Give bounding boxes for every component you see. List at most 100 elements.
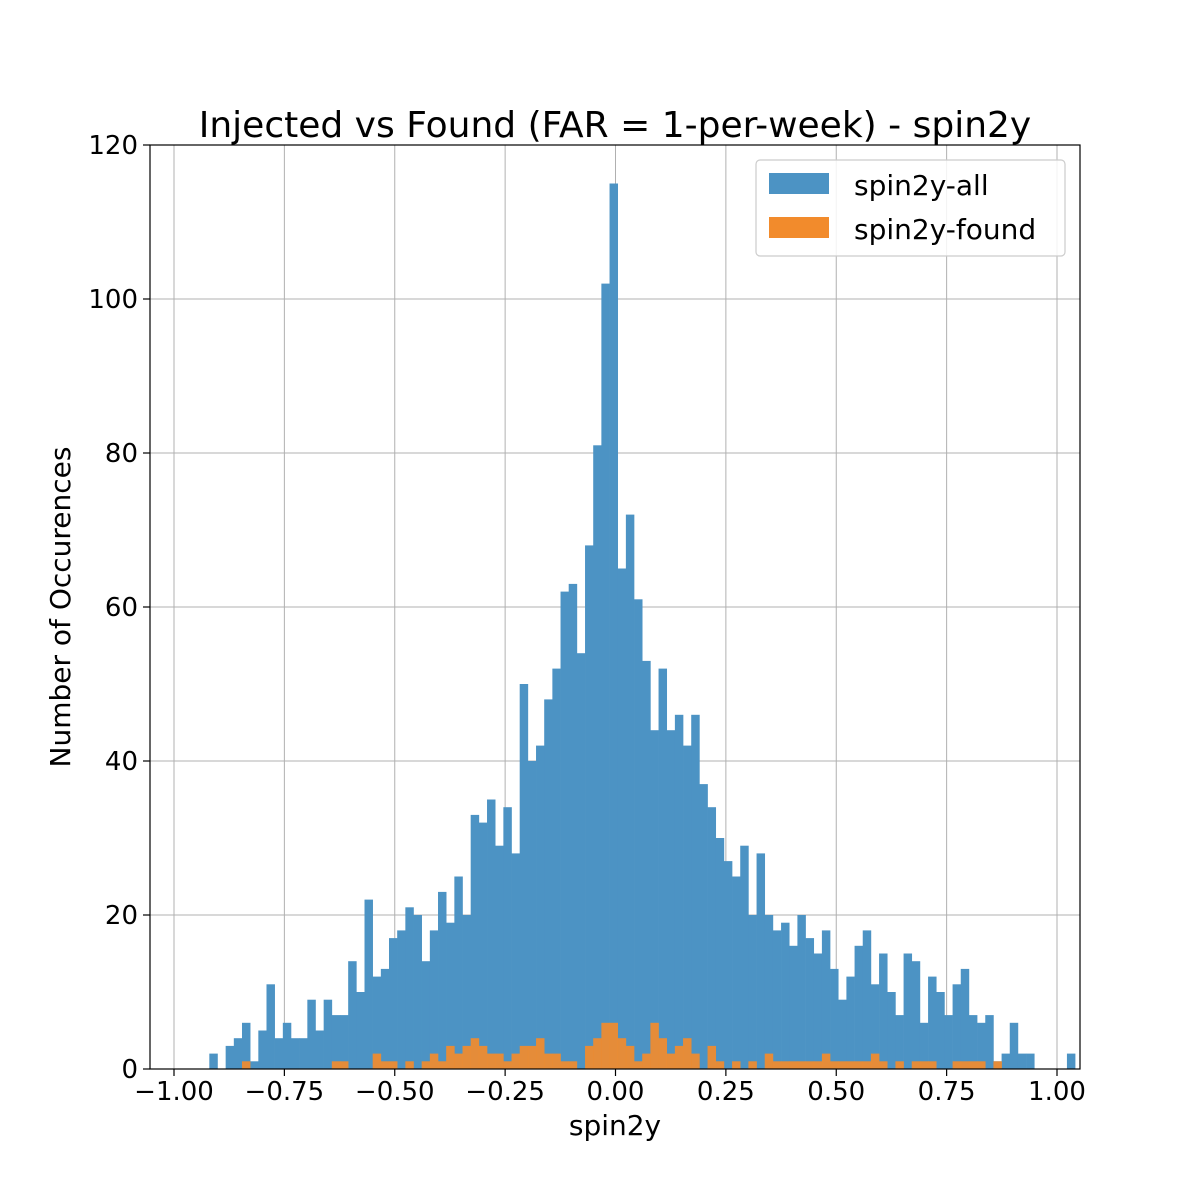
bar-all <box>707 807 717 1069</box>
series-found-bars <box>241 1022 1002 1069</box>
bar-all <box>274 1038 284 1069</box>
bar-all <box>854 945 864 1069</box>
bar-all <box>429 930 439 1069</box>
bar-all <box>968 1015 978 1069</box>
x-axis-label: spin2y <box>569 1109 661 1142</box>
bar-all <box>299 1038 308 1069</box>
bar-all <box>503 807 512 1069</box>
bar-found <box>781 1061 790 1069</box>
legend: spin2y-all spin2y-found <box>755 159 1066 257</box>
bar-all <box>789 945 798 1069</box>
bar-found <box>609 1022 619 1069</box>
bar-all <box>625 514 635 1069</box>
bar-all <box>879 953 888 1069</box>
bar-found <box>380 1061 390 1069</box>
legend-label-found: spin2y-found <box>854 213 1036 246</box>
bar-all <box>307 999 316 1069</box>
bar-all <box>740 845 749 1069</box>
bar-all <box>715 838 725 1069</box>
bar-found <box>503 1061 512 1069</box>
bar-found <box>813 1061 823 1069</box>
bar-found <box>331 1061 341 1069</box>
bar-all <box>225 1045 235 1069</box>
bar-all <box>764 915 774 1069</box>
bar-all <box>838 999 847 1069</box>
bar-found <box>478 1045 488 1069</box>
bar-found <box>421 1061 431 1069</box>
bar-all <box>446 922 455 1069</box>
bar-all <box>315 1030 324 1069</box>
x-tick-label: 0.75 <box>918 1077 976 1107</box>
bar-all <box>658 668 668 1069</box>
bar-all <box>266 984 275 1069</box>
bar-all <box>830 968 839 1069</box>
bar-all <box>438 891 447 1069</box>
bar-found <box>674 1045 684 1069</box>
x-tick-label: −0.75 <box>245 1077 325 1107</box>
bar-all <box>389 938 398 1069</box>
bar-all <box>797 915 806 1069</box>
bar-all <box>821 930 831 1069</box>
x-tick-label: 0.00 <box>587 1077 645 1107</box>
bar-found <box>593 1038 602 1069</box>
bar-found <box>536 1038 545 1069</box>
bar-found <box>429 1053 439 1069</box>
bar-all <box>936 992 945 1069</box>
x-tick-label: −0.50 <box>355 1077 435 1107</box>
bar-found <box>846 1061 855 1069</box>
x-tick-label: −1.00 <box>134 1077 214 1107</box>
legend-swatch-found <box>769 217 829 238</box>
bar-all <box>977 1022 986 1069</box>
bar-all <box>478 822 488 1069</box>
bar-all <box>846 976 855 1069</box>
bar-found <box>462 1045 471 1069</box>
bar-all <box>544 699 553 1069</box>
bar-all <box>462 915 471 1069</box>
bar-all <box>870 984 880 1069</box>
bar-all <box>903 953 913 1069</box>
bar-found <box>879 1061 888 1069</box>
bar-all <box>405 907 414 1069</box>
bar-all <box>413 915 422 1069</box>
bar-all <box>511 853 520 1069</box>
y-axis-label: Number of Occurences <box>44 447 77 768</box>
bar-all <box>650 730 659 1069</box>
bar-found <box>928 1061 937 1069</box>
x-axis-ticks: −1.00 −0.75 −0.50 −0.25 0.00 0.25 0.50 0.75 1.00 <box>134 1069 1086 1107</box>
bar-found <box>952 1061 962 1069</box>
bar-all <box>250 1061 259 1069</box>
x-tick-label: −0.25 <box>465 1077 545 1107</box>
bar-found <box>821 1053 831 1069</box>
bar-all <box>634 599 643 1069</box>
legend-swatch-all <box>769 173 829 194</box>
bar-found <box>911 1061 921 1069</box>
bar-all <box>1017 1053 1027 1069</box>
bar-found <box>895 1061 904 1069</box>
bar-all <box>911 961 921 1069</box>
bar-found <box>707 1045 717 1069</box>
x-tick-label: 0.25 <box>697 1077 755 1107</box>
bar-all <box>487 799 496 1069</box>
bar-found <box>552 1053 561 1069</box>
y-tick-label: 100 <box>88 285 138 315</box>
bar-all <box>813 953 823 1069</box>
bar-all <box>674 714 684 1069</box>
bar-found <box>764 1053 774 1069</box>
bar-found <box>772 1061 782 1069</box>
bar-all <box>372 976 382 1069</box>
bar-all <box>421 961 431 1069</box>
bar-all <box>756 853 766 1069</box>
bar-found <box>446 1045 455 1069</box>
bar-found <box>715 1061 725 1069</box>
bar-all <box>887 992 896 1069</box>
bar-all <box>552 668 561 1069</box>
bar-all <box>560 591 570 1069</box>
bar-all <box>282 1022 292 1069</box>
bar-found <box>683 1038 692 1069</box>
bar-all <box>340 1015 349 1069</box>
bar-found <box>870 1053 880 1069</box>
bar-found <box>634 1061 643 1069</box>
bar-all <box>495 845 504 1069</box>
bar-all <box>862 930 872 1069</box>
